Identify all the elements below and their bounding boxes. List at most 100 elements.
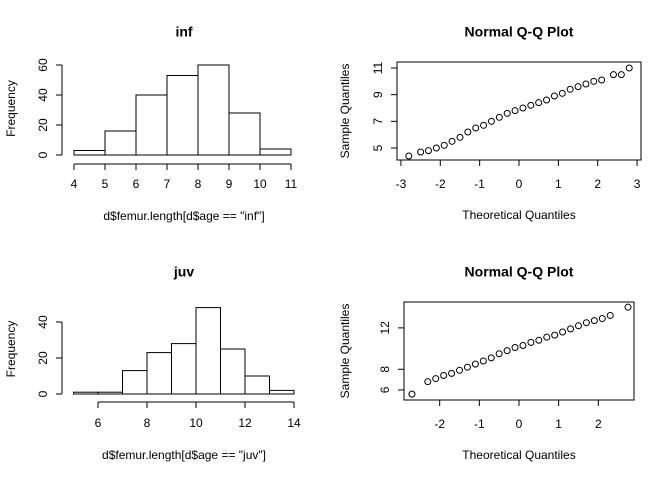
histogram-bar <box>220 348 246 395</box>
qq-point <box>417 148 425 156</box>
qq-point <box>558 89 566 97</box>
y-tick-label: 40 <box>36 88 50 102</box>
x-tick-label: 10 <box>253 177 267 191</box>
qq-point <box>432 375 440 383</box>
qq-point <box>590 317 598 325</box>
qq-point <box>519 104 527 112</box>
qq-point <box>464 128 472 136</box>
panel-title: inf <box>175 24 192 40</box>
histogram-bar <box>171 343 197 395</box>
qq-point <box>503 347 511 355</box>
qq-point <box>424 378 432 386</box>
qq-point <box>495 350 503 358</box>
x-tick-label: 1 <box>555 177 562 191</box>
qq-point <box>598 76 606 84</box>
qq-point <box>566 85 574 93</box>
histogram-bar <box>195 307 221 395</box>
qq-point <box>519 341 527 349</box>
x-tick-label: 1 <box>555 417 562 431</box>
x-tick-label: 14 <box>287 416 301 430</box>
x-tick-label: -2 <box>434 417 445 431</box>
histogram-bar <box>197 64 230 156</box>
qq-point <box>527 338 535 346</box>
qq-point <box>511 107 519 115</box>
x-tick-label: 2 <box>595 417 602 431</box>
qq-point <box>574 322 582 330</box>
x-tick-label: 6 <box>95 416 102 430</box>
qq-point <box>405 152 413 160</box>
plot-box <box>403 301 635 401</box>
x-tick-label: 2 <box>594 177 601 191</box>
qq-point <box>574 83 582 91</box>
y-tick-label: 12 <box>378 321 392 335</box>
qq-point <box>480 121 488 129</box>
qq-point <box>598 315 606 323</box>
x-tick-label: 8 <box>144 416 151 430</box>
qq-point <box>432 144 440 152</box>
x-axis-label: d$femur.length[d$age == "juv"] <box>102 448 266 462</box>
qq-point <box>487 354 495 362</box>
qq-point <box>609 71 617 79</box>
qq-point <box>456 133 464 141</box>
histogram-bar <box>244 375 270 395</box>
histogram-bar <box>259 148 292 156</box>
histogram-bar <box>104 130 137 156</box>
qq-point <box>606 311 614 319</box>
histogram-bar <box>73 150 106 156</box>
qq-point <box>448 137 456 145</box>
y-tick-label: 9 <box>371 91 385 98</box>
qq-point <box>551 331 559 339</box>
x-axis-label: Theoretical Quantiles <box>462 448 575 462</box>
x-axis-label: Theoretical Quantiles <box>462 208 575 222</box>
x-tick-label: 8 <box>195 177 202 191</box>
qq-point <box>440 371 448 379</box>
y-tick-label: 60 <box>36 58 50 72</box>
qq-point <box>527 101 535 109</box>
x-tick-label: 9 <box>226 177 233 191</box>
x-tick-label: 3 <box>634 177 641 191</box>
histogram-bar <box>228 112 261 156</box>
histogram-bar <box>166 75 199 156</box>
y-axis-label: Frequency <box>4 321 18 378</box>
qq-point <box>550 92 558 100</box>
x-tick-label: 11 <box>285 177 298 191</box>
histogram-bar <box>73 391 99 395</box>
qq-point <box>582 80 590 88</box>
qq-point <box>625 64 633 72</box>
x-tick-label: -3 <box>396 177 407 191</box>
qq-point <box>448 369 456 377</box>
qq-point <box>543 96 551 104</box>
y-tick-label: 5 <box>371 144 385 151</box>
x-tick-label: 5 <box>102 177 109 191</box>
qq-point <box>472 124 480 132</box>
x-tick-label: 0 <box>516 177 523 191</box>
qq-point <box>535 336 543 344</box>
qq-point <box>471 360 479 368</box>
x-tick-label: 0 <box>516 417 523 431</box>
qq-point <box>487 117 495 125</box>
qq-point <box>535 99 543 107</box>
histogram-bar <box>122 370 148 395</box>
y-tick-label: 11 <box>371 61 385 74</box>
qq-point <box>511 344 519 352</box>
panel-title: juv <box>173 264 194 280</box>
histogram-bar <box>97 391 123 395</box>
y-tick-label: 7 <box>371 118 385 125</box>
y-tick-label: 8 <box>378 366 392 373</box>
qq-point <box>424 147 432 155</box>
plot-box <box>396 61 642 161</box>
y-tick-label: 6 <box>378 386 392 393</box>
qq-point <box>590 77 598 85</box>
histogram-bar <box>135 94 168 156</box>
panel-title: Normal Q-Q Plot <box>465 264 574 280</box>
qq-point <box>624 303 632 311</box>
qq-point <box>495 113 503 121</box>
histogram-bar <box>146 352 172 395</box>
qq-point <box>503 109 511 117</box>
qq-point <box>479 357 487 365</box>
qq-point <box>456 366 464 374</box>
y-axis-label: Sample Quantiles <box>338 64 352 159</box>
x-tick-label: 12 <box>238 416 252 430</box>
qq-point <box>567 325 575 333</box>
